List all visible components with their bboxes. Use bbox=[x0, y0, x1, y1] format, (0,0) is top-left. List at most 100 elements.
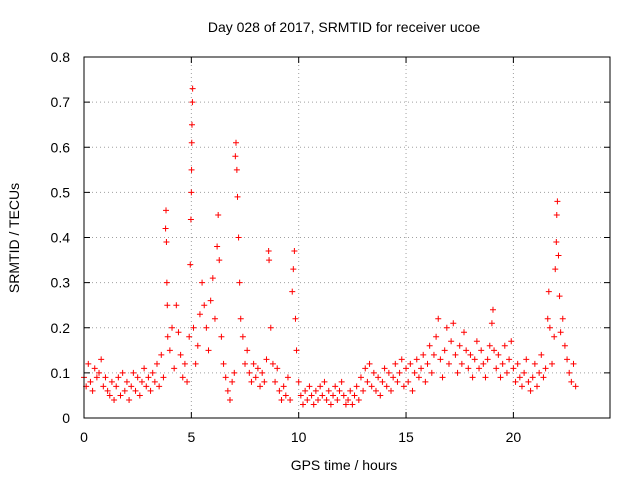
data-point bbox=[85, 360, 92, 367]
data-point bbox=[192, 360, 199, 367]
y-tick-label: 0.6 bbox=[51, 139, 71, 155]
data-point bbox=[128, 383, 135, 390]
data-point bbox=[126, 396, 133, 403]
data-point bbox=[493, 365, 500, 372]
data-points bbox=[81, 85, 579, 408]
data-point bbox=[355, 396, 362, 403]
data-point bbox=[566, 369, 573, 376]
data-point bbox=[467, 351, 474, 358]
data-point bbox=[347, 387, 354, 394]
data-point bbox=[308, 392, 315, 399]
data-point bbox=[177, 351, 184, 358]
data-point bbox=[521, 369, 528, 376]
data-point bbox=[557, 329, 564, 336]
data-point bbox=[461, 329, 468, 336]
data-point bbox=[445, 360, 452, 367]
data-point bbox=[259, 369, 266, 376]
data-point bbox=[280, 383, 287, 390]
data-point bbox=[403, 365, 410, 372]
data-point bbox=[570, 360, 577, 367]
data-point bbox=[203, 324, 210, 331]
data-point bbox=[420, 351, 427, 358]
data-point bbox=[458, 360, 465, 367]
data-point bbox=[284, 374, 291, 381]
data-point bbox=[232, 153, 239, 160]
data-point bbox=[433, 333, 440, 340]
data-point bbox=[482, 374, 489, 381]
data-point bbox=[102, 374, 109, 381]
data-point bbox=[237, 315, 244, 322]
data-point bbox=[173, 302, 180, 309]
data-point bbox=[306, 383, 313, 390]
data-point bbox=[265, 248, 272, 255]
data-point bbox=[554, 198, 561, 205]
data-point bbox=[236, 279, 243, 286]
data-point bbox=[407, 360, 414, 367]
x-tick-label: 10 bbox=[291, 429, 307, 445]
data-point bbox=[162, 225, 169, 232]
data-point bbox=[357, 374, 364, 381]
data-point bbox=[123, 378, 130, 385]
data-point bbox=[220, 360, 227, 367]
data-point bbox=[534, 383, 541, 390]
data-point bbox=[454, 369, 461, 376]
data-point bbox=[372, 387, 379, 394]
data-point bbox=[394, 378, 401, 385]
data-point bbox=[136, 392, 143, 399]
data-point bbox=[471, 356, 478, 363]
data-point bbox=[158, 351, 165, 358]
data-point bbox=[292, 315, 299, 322]
data-point bbox=[242, 360, 249, 367]
data-point bbox=[289, 288, 296, 295]
data-point bbox=[156, 383, 163, 390]
data-point bbox=[327, 401, 334, 408]
data-point bbox=[439, 374, 446, 381]
data-point bbox=[323, 396, 330, 403]
data-point bbox=[254, 365, 261, 372]
data-point bbox=[353, 383, 360, 390]
data-point bbox=[218, 333, 225, 340]
data-point bbox=[536, 369, 543, 376]
data-point bbox=[486, 342, 493, 349]
data-point bbox=[518, 383, 525, 390]
data-point bbox=[293, 347, 300, 354]
data-point bbox=[400, 383, 407, 390]
data-point bbox=[469, 374, 476, 381]
data-point bbox=[540, 374, 547, 381]
data-point bbox=[250, 360, 257, 367]
data-point bbox=[568, 378, 575, 385]
data-point bbox=[415, 374, 422, 381]
data-point bbox=[164, 302, 171, 309]
data-point bbox=[553, 211, 560, 218]
data-point bbox=[501, 342, 508, 349]
data-point bbox=[290, 266, 297, 273]
data-point bbox=[473, 338, 480, 345]
data-point bbox=[188, 166, 195, 173]
data-point bbox=[207, 297, 214, 304]
data-point bbox=[209, 275, 216, 282]
data-point bbox=[385, 369, 392, 376]
data-point bbox=[336, 387, 343, 394]
data-point bbox=[87, 378, 94, 385]
data-point bbox=[233, 139, 240, 146]
data-point bbox=[559, 315, 566, 322]
data-point bbox=[497, 374, 504, 381]
data-point bbox=[512, 378, 519, 385]
data-point bbox=[274, 365, 281, 372]
data-point bbox=[302, 387, 309, 394]
data-point bbox=[113, 383, 120, 390]
data-point bbox=[396, 369, 403, 376]
data-point bbox=[409, 387, 416, 394]
data-point bbox=[564, 356, 571, 363]
data-point bbox=[181, 360, 188, 367]
data-point bbox=[465, 365, 472, 372]
data-point bbox=[134, 374, 141, 381]
data-point bbox=[370, 369, 377, 376]
data-point bbox=[405, 378, 412, 385]
data-point bbox=[491, 347, 498, 354]
data-point bbox=[233, 166, 240, 173]
data-point bbox=[525, 378, 532, 385]
data-point bbox=[321, 378, 328, 385]
data-point bbox=[411, 369, 418, 376]
data-point bbox=[149, 369, 156, 376]
